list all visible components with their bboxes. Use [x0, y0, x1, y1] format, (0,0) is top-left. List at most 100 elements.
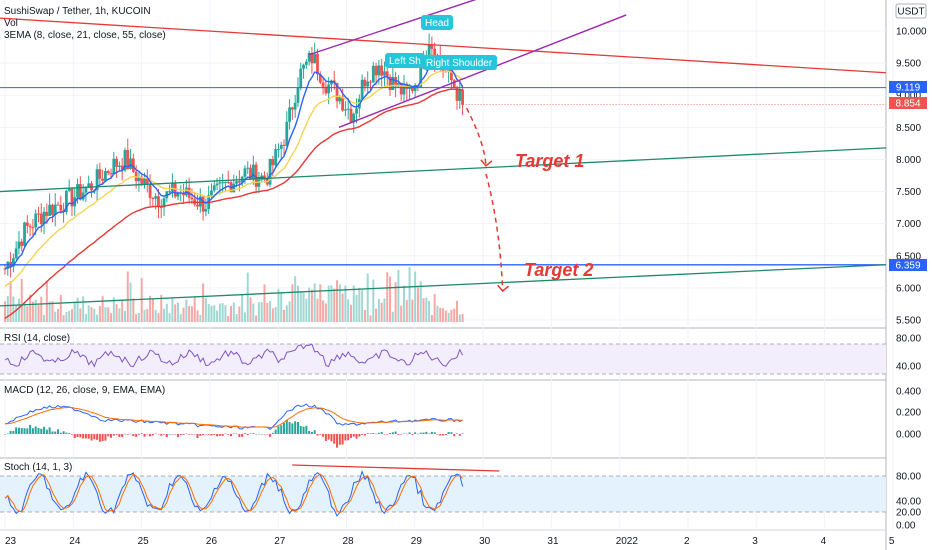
macd-histogram-bar [408, 432, 411, 434]
volume-bar [330, 285, 333, 322]
target-1-trendline [0, 147, 887, 193]
volume-bar [171, 297, 174, 322]
volume-bar [146, 308, 149, 322]
candle-body [268, 158, 272, 185]
volume-bar [243, 312, 246, 322]
macd-histogram-bar [90, 434, 93, 441]
candle-body [290, 107, 294, 110]
macd-histogram-bar [255, 433, 258, 435]
volume-bar [179, 314, 182, 322]
grid-lines [0, 0, 894, 550]
currency-badge-box[interactable] [895, 3, 927, 19]
volume-bar [6, 296, 9, 322]
volume-bar [380, 302, 383, 322]
rsi-tick-label: 40.00 [896, 362, 921, 373]
volume-bar [238, 306, 241, 322]
candle-body [109, 173, 113, 175]
price-tick-label: 7.500 [896, 187, 921, 198]
volume-bar [37, 304, 40, 322]
macd-histogram-bar [104, 434, 107, 441]
candle-body [450, 67, 453, 81]
volume-bar [296, 285, 299, 322]
macd-histogram-bar [380, 431, 383, 434]
price-tag-lower-box [889, 259, 927, 271]
macd-histogram-bar [338, 434, 341, 445]
candle-body [20, 241, 24, 246]
macd-histogram-bar [372, 433, 375, 434]
macd-histogram-bar [241, 434, 244, 437]
candle-body [70, 188, 74, 207]
volume-bar [366, 273, 369, 322]
macd-histogram-bar [310, 431, 313, 434]
volume-bar [355, 294, 358, 322]
volume-bar [176, 302, 179, 322]
volume-bar [274, 307, 277, 322]
macd-histogram-bar [324, 434, 327, 442]
volume-bar [324, 303, 327, 322]
macd-histogram-bar [20, 428, 23, 434]
candle-body [162, 198, 166, 208]
candle-body [117, 165, 121, 167]
volume-bar [363, 309, 366, 322]
macd-histogram-bar [344, 434, 347, 441]
candle-body [143, 178, 146, 184]
volume-bar [115, 304, 118, 322]
volume-bar [34, 299, 37, 322]
volume-bar [26, 306, 29, 322]
candle-body [145, 178, 149, 184]
macd-histogram-bar [160, 434, 163, 436]
candle-body [215, 183, 219, 186]
volume-bar [59, 294, 62, 322]
volume-bar [302, 292, 305, 322]
candle-body [366, 81, 370, 87]
candle-body [218, 182, 222, 184]
macd-histogram-bar [207, 434, 210, 435]
candle-body [168, 191, 172, 193]
macd-histogram-bar [461, 433, 464, 434]
volume-bar [310, 289, 313, 322]
candle-body [402, 83, 406, 95]
candle-body [374, 65, 378, 76]
volume-bar [62, 315, 65, 322]
volume-bar [316, 298, 319, 322]
time-tick-label: 27 [274, 536, 286, 547]
volume-bar [190, 306, 193, 322]
candle-body [84, 187, 88, 193]
volume-bar [383, 298, 386, 322]
macd-histogram-bar [285, 419, 288, 434]
volume-bar [182, 307, 185, 322]
candle-body [394, 76, 398, 87]
volume-bar [391, 311, 394, 322]
volume-bar [101, 296, 104, 322]
macd-histogram-bar [65, 432, 68, 434]
candle-body [104, 170, 107, 181]
macd-histogram-bar [263, 434, 266, 435]
volume-bar [260, 302, 263, 322]
candle-body [235, 181, 238, 184]
volume-bar [221, 303, 224, 322]
volume-bar [143, 309, 146, 322]
macd-histogram-bar [210, 434, 213, 436]
macd-tick-label: 0.200 [896, 408, 921, 419]
macd-histogram-bar [216, 434, 219, 437]
volume-bar [165, 303, 168, 322]
macd-histogram-bar [4, 434, 6, 435]
volume-bar [408, 267, 411, 322]
macd-histogram-bar [26, 428, 29, 434]
volume-bar [151, 298, 154, 322]
macd-histogram-bar [274, 429, 277, 434]
candle-body [204, 209, 208, 212]
macd-histogram-bar [174, 434, 177, 435]
candle-body [64, 190, 68, 213]
volume-bar [450, 309, 453, 322]
candle-body [343, 109, 347, 111]
candle-body [28, 225, 32, 228]
price-tick-label: 7.000 [896, 219, 921, 230]
macd-histogram-bar [405, 433, 408, 435]
macd-histogram-bar [82, 434, 85, 439]
macd-histogram-bar [112, 434, 115, 436]
price-tick-label: 8.500 [896, 123, 921, 134]
volume-bar [104, 307, 107, 322]
macd-histogram-bar [243, 433, 246, 434]
volume-bar [107, 307, 110, 322]
